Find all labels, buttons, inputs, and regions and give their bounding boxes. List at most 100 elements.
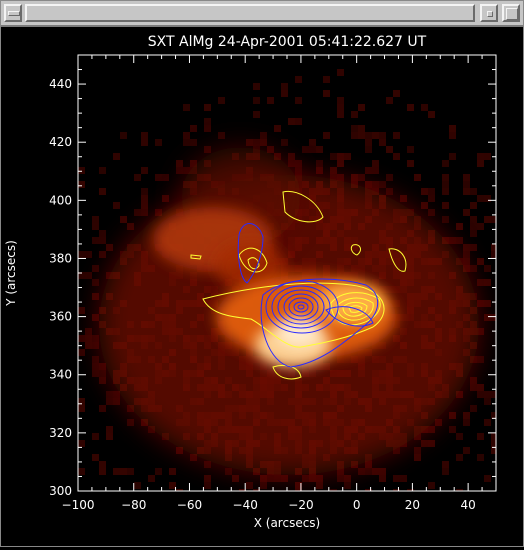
plot-canvas: −100 −80 −60 −40 −20 0 20 40 300 320 340 360 380 400 4… bbox=[1, 27, 523, 546]
image-pixel bbox=[323, 76, 330, 83]
image-pixel bbox=[260, 139, 267, 146]
image-pixel bbox=[477, 223, 484, 230]
image-pixel bbox=[260, 482, 267, 489]
image-pixel bbox=[309, 475, 316, 482]
blue-contour bbox=[325, 306, 374, 327]
minimize-button[interactable] bbox=[480, 4, 498, 22]
image-pixel bbox=[470, 230, 477, 237]
image-pixel bbox=[491, 244, 496, 251]
image-pixel bbox=[92, 237, 99, 244]
image-pixel bbox=[141, 195, 148, 202]
core-highlight bbox=[277, 318, 321, 346]
image-pixel bbox=[281, 475, 288, 482]
image-pixel bbox=[351, 132, 358, 139]
yellow-contour bbox=[272, 364, 302, 380]
image-pixel bbox=[393, 475, 400, 482]
image-pixel bbox=[484, 153, 491, 160]
image-pixel bbox=[456, 391, 463, 398]
image-pixel bbox=[113, 468, 120, 475]
image-pixel bbox=[484, 265, 491, 272]
image-pixel bbox=[113, 153, 120, 160]
image-pixel bbox=[358, 174, 365, 181]
image-pixel bbox=[477, 356, 484, 363]
x-tick-label: 0 bbox=[353, 498, 361, 512]
image-pixel bbox=[85, 342, 92, 349]
image-pixel bbox=[365, 468, 372, 475]
maximize-button[interactable] bbox=[502, 4, 520, 22]
image-pixel bbox=[106, 272, 113, 279]
image-pixel bbox=[78, 272, 85, 279]
yellow-contour bbox=[350, 244, 361, 256]
image-pixel bbox=[113, 391, 120, 398]
image-pixel bbox=[316, 475, 323, 482]
image-pixel bbox=[456, 433, 463, 440]
image-pixel bbox=[477, 328, 484, 335]
image-pixel bbox=[337, 160, 344, 167]
image-pixel bbox=[183, 104, 190, 111]
image-pixel bbox=[365, 181, 372, 188]
blue-contour bbox=[288, 297, 314, 317]
image-pixel bbox=[428, 111, 435, 118]
y-tick-label: 380 bbox=[49, 251, 72, 265]
image-pixel bbox=[99, 188, 106, 195]
image-pixel bbox=[470, 223, 477, 230]
image-pixel bbox=[421, 440, 428, 447]
solar-image-plot: −100 −80 −60 −40 −20 0 20 40 300 320 340 360 380 400 4… bbox=[4, 34, 497, 530]
image-pixel bbox=[435, 419, 442, 426]
blue-contour bbox=[293, 301, 309, 313]
image-pixel bbox=[106, 433, 113, 440]
plot-title: SXT AlMg 24-Apr-2001 05:41:22.627 UT bbox=[148, 34, 427, 50]
image-pixel bbox=[449, 237, 456, 244]
image-pixel bbox=[351, 174, 358, 181]
image-pixel bbox=[99, 167, 106, 174]
image-pixel bbox=[414, 447, 421, 454]
image-pixel bbox=[491, 314, 496, 321]
image-pixel bbox=[491, 433, 496, 440]
image-pixel bbox=[260, 132, 267, 139]
x-tick-label: −40 bbox=[233, 498, 258, 512]
image-pixel bbox=[99, 405, 106, 412]
image-pixel bbox=[113, 398, 120, 405]
image-pixel bbox=[78, 440, 85, 447]
image-pixel bbox=[491, 412, 496, 419]
image-pixel bbox=[484, 419, 491, 426]
image-pixel bbox=[99, 237, 106, 244]
image-pixel bbox=[127, 405, 134, 412]
image-pixel bbox=[365, 132, 372, 139]
window-title-drag-area[interactable] bbox=[25, 4, 475, 22]
image-pixel bbox=[281, 90, 288, 97]
window-menu-button[interactable] bbox=[4, 4, 22, 22]
image-pixel bbox=[155, 139, 162, 146]
image-pixel bbox=[477, 279, 484, 286]
image-pixel bbox=[183, 132, 190, 139]
image-pixel bbox=[176, 160, 183, 167]
image-pixel bbox=[267, 146, 274, 153]
yellow-contour bbox=[342, 301, 368, 317]
image-pixel bbox=[169, 482, 176, 489]
image-pixel bbox=[288, 118, 295, 125]
image-pixel bbox=[295, 482, 302, 489]
image-pixel bbox=[99, 370, 106, 377]
image-pixel bbox=[477, 433, 484, 440]
image-pixel bbox=[337, 153, 344, 160]
image-pixel bbox=[386, 97, 393, 104]
image-pixel bbox=[316, 482, 323, 489]
yellow-contour bbox=[190, 254, 202, 260]
image-pixel bbox=[428, 209, 435, 216]
image-pixel bbox=[99, 363, 106, 370]
image-pixel bbox=[225, 468, 232, 475]
image-pixel bbox=[190, 160, 197, 167]
image-pixel bbox=[442, 216, 449, 223]
image-pixel bbox=[92, 279, 99, 286]
image-pixel bbox=[141, 188, 148, 195]
image-pixel bbox=[253, 97, 260, 104]
image-pixel bbox=[337, 174, 344, 181]
image-pixel bbox=[288, 160, 295, 167]
image-pixel bbox=[92, 356, 99, 363]
image-pixel bbox=[491, 391, 496, 398]
window-titlebar[interactable] bbox=[1, 1, 523, 27]
image-pixel bbox=[442, 188, 449, 195]
image-pixel bbox=[120, 132, 127, 139]
image-pixel bbox=[372, 160, 379, 167]
image-pixel bbox=[204, 118, 211, 125]
